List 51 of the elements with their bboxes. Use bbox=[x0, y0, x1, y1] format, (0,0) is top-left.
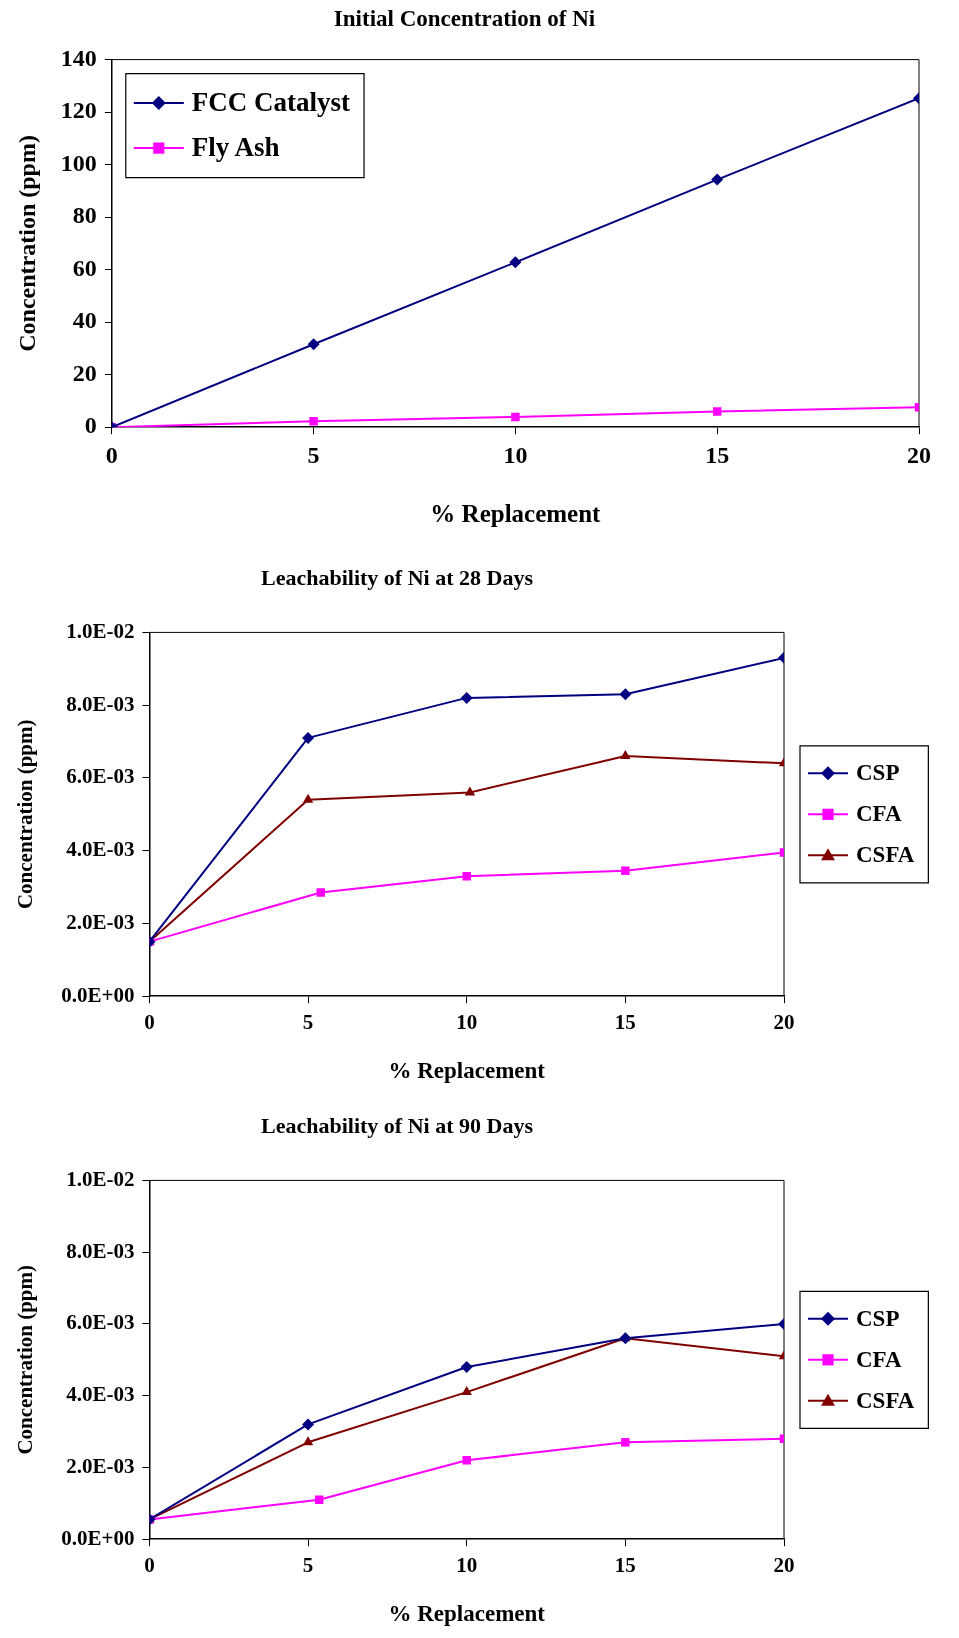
y-tick-label: 140 bbox=[60, 44, 97, 71]
y-tick-label: 6.0E-03 bbox=[66, 1310, 135, 1335]
y-axis-title: Concentration (ppm) bbox=[13, 135, 40, 352]
x-tick-label: 5 bbox=[302, 1010, 314, 1035]
y-tick-label: 60 bbox=[72, 254, 97, 281]
y-tick-label: 2.0E-03 bbox=[66, 1453, 135, 1478]
y-tick-label: 1.0E-02 bbox=[66, 618, 135, 643]
x-tick-label: 15 bbox=[614, 1553, 636, 1578]
x-tick-label: 0 bbox=[144, 1553, 155, 1578]
legend-label: CSP bbox=[856, 1305, 900, 1331]
y-tick-label: 20 bbox=[72, 359, 97, 386]
y-tick-label: 40 bbox=[72, 307, 97, 334]
chart-title: Initial Concentration of Ni bbox=[333, 5, 596, 31]
y-tick-label: 8.0E-03 bbox=[66, 691, 135, 716]
legend-label: FCC Catalyst bbox=[191, 87, 351, 118]
x-tick-label: 20 bbox=[907, 441, 931, 468]
y-tick-label: 0.0E+00 bbox=[61, 982, 135, 1007]
y-tick-label: 0 bbox=[84, 412, 97, 439]
x-tick-label: 15 bbox=[705, 441, 730, 468]
x-tick-label: 0 bbox=[144, 1010, 155, 1035]
x-axis-title: % Replacement bbox=[430, 500, 602, 528]
x-tick-label: 15 bbox=[614, 1010, 636, 1035]
y-tick-label: 6.0E-03 bbox=[66, 764, 135, 789]
x-tick-label: 20 bbox=[773, 1553, 795, 1578]
y-tick-label: 8.0E-03 bbox=[66, 1238, 135, 1263]
chart-title: Leachability of Ni at 90 Days bbox=[261, 1112, 534, 1138]
x-tick-label: 5 bbox=[302, 1553, 314, 1578]
y-tick-label: 4.0E-03 bbox=[66, 1382, 135, 1407]
x-tick-label: 10 bbox=[456, 1010, 478, 1035]
y-axis-title: Concentration (ppm) bbox=[13, 719, 38, 910]
y-tick-label: 120 bbox=[60, 97, 97, 124]
x-tick-label: 10 bbox=[456, 1553, 478, 1578]
x-axis-title: % Replacement bbox=[388, 1058, 546, 1084]
chart-title: Leachability of Ni at 28 Days bbox=[261, 564, 534, 590]
x-tick-label: 20 bbox=[773, 1010, 795, 1035]
y-tick-label: 80 bbox=[72, 202, 97, 229]
legend-label: CFA bbox=[856, 1346, 902, 1372]
x-tick-label: 5 bbox=[307, 441, 320, 468]
legend-label: CFA bbox=[856, 801, 902, 827]
y-tick-label: 0.0E+00 bbox=[61, 1525, 135, 1550]
legend-label: CSFA bbox=[856, 842, 915, 868]
y-tick-label: 100 bbox=[60, 149, 97, 176]
y-axis-title: Concentration (ppm) bbox=[13, 1265, 38, 1455]
y-tick-label: 4.0E-03 bbox=[66, 837, 135, 862]
y-tick-label: 2.0E-03 bbox=[66, 909, 135, 934]
x-tick-label: 10 bbox=[503, 441, 528, 468]
legend-label: CSP bbox=[856, 760, 900, 786]
y-tick-label: 1.0E-02 bbox=[66, 1166, 135, 1191]
legend-label: Fly Ash bbox=[191, 132, 280, 163]
legend-label: CSFA bbox=[856, 1387, 915, 1413]
x-axis-title: % Replacement bbox=[388, 1601, 546, 1627]
